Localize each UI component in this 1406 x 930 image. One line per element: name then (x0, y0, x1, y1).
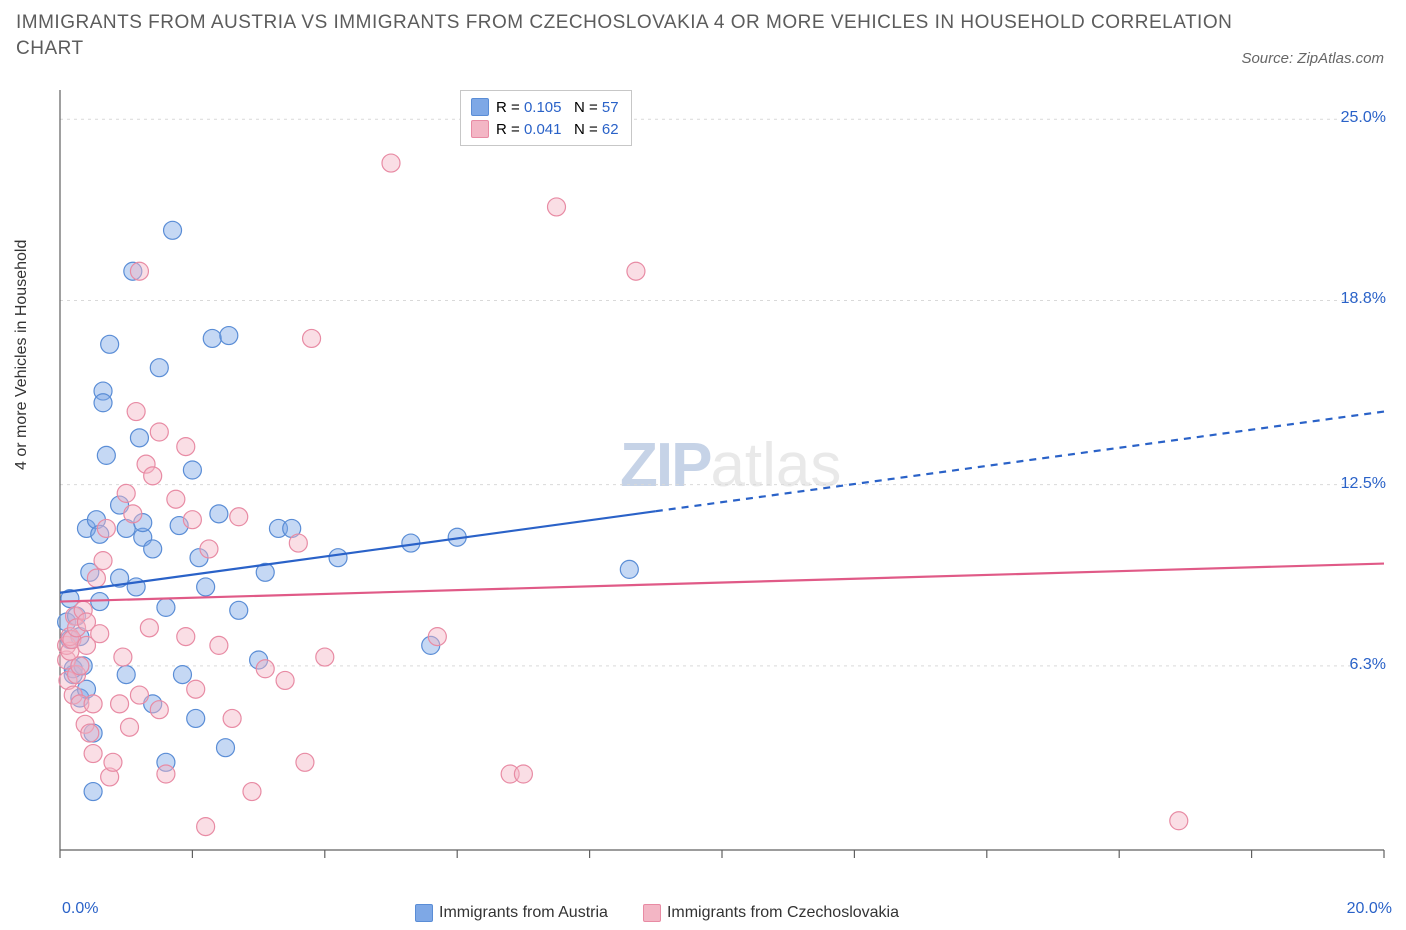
legend-stat-row: R = 0.105 N = 57 (471, 96, 619, 118)
legend-series: Immigrants from Austria Immigrants from C… (415, 904, 899, 922)
y-axis-label: 4 or more Vehicles in Household (13, 240, 31, 470)
legend-swatch (471, 120, 489, 138)
chart-title: IMMIGRANTS FROM AUSTRIA VS IMMIGRANTS FR… (16, 10, 1286, 62)
legend-stat-row: R = 0.041 N = 62 (471, 118, 619, 140)
legend-swatch (643, 904, 661, 922)
legend-stats: R = 0.105 N = 57R = 0.041 N = 62 (460, 90, 632, 146)
y-tick-label: 6.3% (1350, 656, 1386, 674)
legend-swatch (415, 904, 433, 922)
source-label: Source: ZipAtlas.com (1241, 50, 1384, 67)
chart-area (56, 86, 1388, 876)
y-tick-label: 25.0% (1341, 109, 1386, 127)
scatter-chart (56, 86, 1388, 876)
y-tick-label: 18.8% (1341, 290, 1386, 308)
legend-swatch (471, 98, 489, 116)
x-axis-min-label: 0.0% (62, 900, 98, 918)
legend-item: Immigrants from Czechoslovakia (643, 904, 899, 922)
x-axis-max-label: 20.0% (1347, 900, 1392, 918)
y-tick-label: 12.5% (1341, 475, 1386, 493)
legend-item: Immigrants from Austria (415, 904, 608, 922)
